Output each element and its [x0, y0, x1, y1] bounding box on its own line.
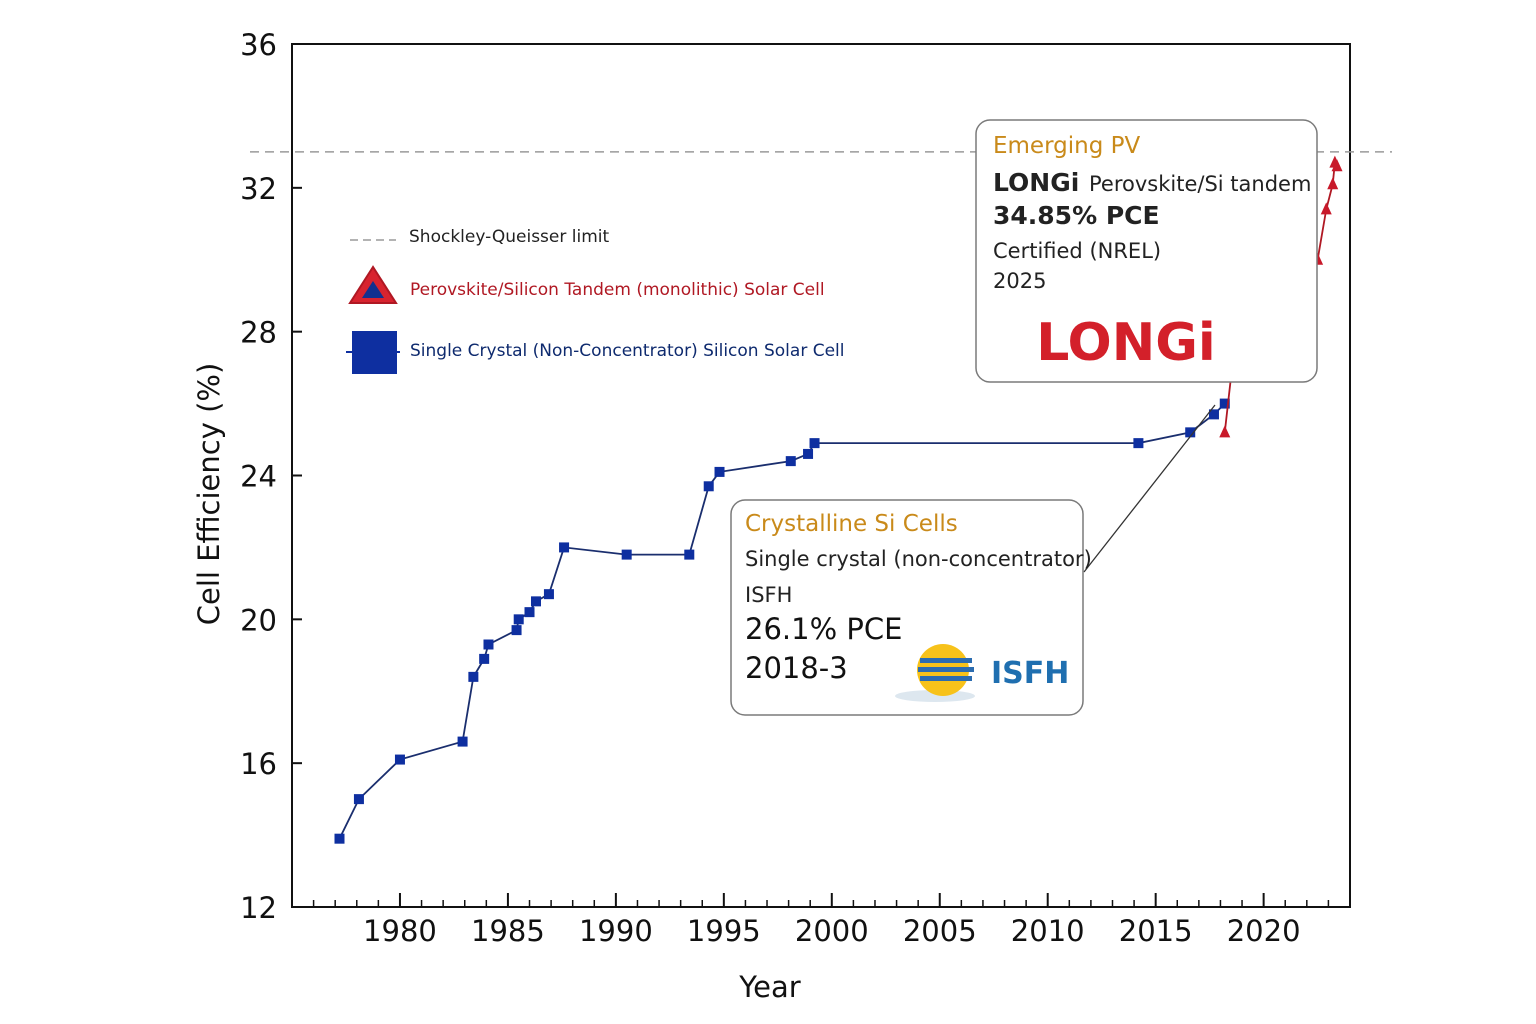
x-axis-title: Year [738, 970, 800, 1004]
y-tick-label: 12 [240, 891, 277, 925]
x-tick-label: 2020 [1227, 914, 1301, 948]
isfh-subtitle: Single crystal (non-concentrator) [745, 547, 1092, 571]
silicon-data-point [703, 481, 714, 492]
x-tick-label: 2005 [903, 914, 977, 948]
silicon-data-point [803, 448, 814, 459]
series-line-0 [338, 402, 1226, 840]
isfh-institution: ISFH [745, 583, 792, 607]
longi-logo-icon: LONGi [1036, 313, 1216, 373]
longi-heading: Emerging PV [993, 133, 1140, 159]
silicon-data-point [1219, 398, 1230, 409]
silicon-data-point [714, 466, 725, 477]
x-tick-label: 2010 [1011, 914, 1085, 948]
isfh-annotation: Crystalline Si Cells Single crystal (non… [730, 499, 1092, 716]
silicon-data-point [511, 625, 522, 636]
silicon-data-point [543, 589, 554, 600]
silicon-data-point [530, 596, 541, 607]
y-tick-label: 16 [240, 747, 277, 781]
silicon-data-point [394, 754, 405, 765]
silicon-data-point [785, 456, 796, 467]
tandem-data-point [1331, 159, 1343, 172]
y-tick-label: 36 [240, 28, 277, 62]
longi-brand: LONGi [993, 168, 1079, 197]
isfh-heading: Crystalline Si Cells [745, 511, 958, 537]
silicon-data-point [468, 671, 479, 682]
isfh-value: 26.1% PCE [745, 612, 902, 646]
silicon-data-point [1185, 427, 1196, 438]
silicon-data-point [809, 438, 820, 449]
longi-annotation: Emerging PV LONGi Perovskite/Si tandem 3… [975, 119, 1318, 383]
silicon-data-point [483, 639, 494, 650]
legend: Shockley-Queisser limit Perovskite/Silic… [346, 227, 845, 374]
silicon-data-point [684, 549, 695, 560]
silicon-data-point [457, 736, 468, 747]
legend-silicon-icon [346, 331, 400, 374]
legend-tandem-icon [348, 265, 398, 304]
y-tick-label: 20 [240, 603, 277, 637]
isfh-logo-text: ISFH [991, 656, 1069, 691]
silicon-data-point [621, 549, 632, 560]
x-axis-ticks: 1980 1985 1990 1995 2000 2005 2010 2015 2020 [312, 893, 1330, 948]
x-tick-label: 1980 [363, 914, 437, 948]
silicon-data-point [1208, 409, 1219, 420]
tandem-data-point [1219, 425, 1231, 438]
legend-sq-label: Shockley-Queisser limit [409, 227, 609, 247]
silicon-data-point [524, 607, 535, 618]
tandem-data-point [1327, 177, 1339, 190]
tandem-data-point [1320, 202, 1332, 215]
x-tick-label: 2000 [795, 914, 869, 948]
longi-subtitle: Perovskite/Si tandem [1089, 172, 1311, 196]
y-tick-label: 24 [240, 460, 277, 494]
silicon-data-point [559, 542, 570, 553]
x-tick-label: 1990 [579, 914, 653, 948]
isfh-connector [1083, 404, 1216, 573]
legend-tandem-label: Perovskite/Silicon Tandem (monolithic) S… [410, 280, 825, 300]
longi-year: 2025 [993, 269, 1046, 293]
silicon-data-point [1133, 438, 1144, 449]
silicon-data-point [513, 614, 524, 625]
isfh-date: 2018-3 [745, 651, 848, 685]
x-tick-label: 1985 [471, 914, 545, 948]
longi-value: 34.85% PCE [993, 201, 1160, 230]
y-axis-title: Cell Efficiency (%) [192, 363, 226, 626]
silicon-data-point [353, 794, 364, 805]
silicon-data-point [334, 833, 345, 844]
x-tick-label: 1995 [687, 914, 761, 948]
legend-silicon-label: Single Crystal (Non-Concentrator) Silico… [410, 341, 845, 361]
y-tick-label: 28 [240, 316, 277, 350]
silicon-data-point [479, 653, 490, 664]
longi-note: Certified (NREL) [993, 239, 1161, 263]
y-axis-ticks: 12 16 20 24 28 32 36 [240, 28, 302, 925]
y-tick-label: 32 [240, 172, 277, 206]
isfh-logo-icon: ISFH [895, 644, 1069, 702]
x-tick-label: 2015 [1119, 914, 1193, 948]
